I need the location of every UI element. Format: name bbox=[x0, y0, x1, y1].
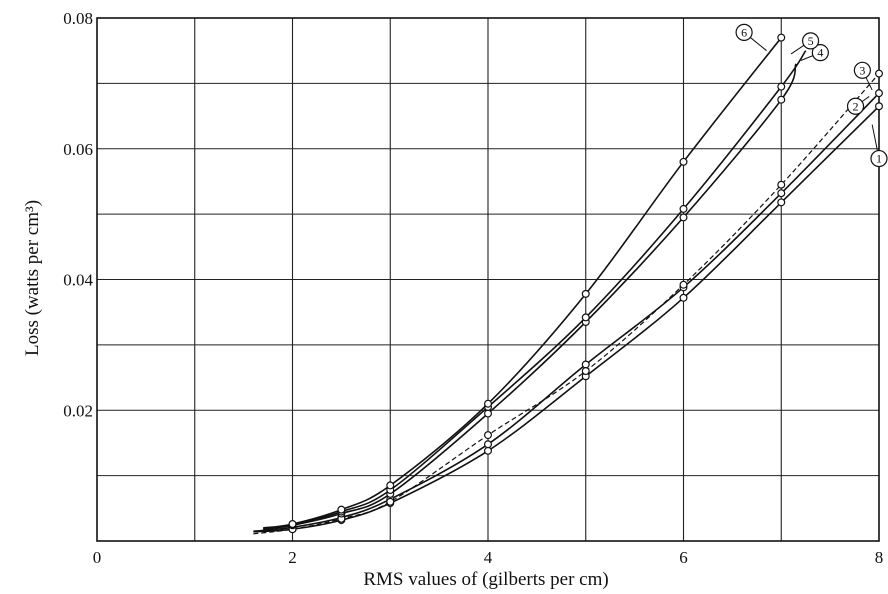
x-tick-label: 4 bbox=[484, 548, 493, 567]
data-point-5 bbox=[581, 313, 590, 322]
data-point-3 bbox=[484, 431, 493, 440]
data-point-6 bbox=[484, 399, 493, 408]
data-point-6 bbox=[581, 289, 590, 298]
series-line-1 bbox=[253, 105, 880, 533]
data-point-1 bbox=[874, 102, 883, 111]
label-circle bbox=[870, 149, 888, 168]
label-number: 5 bbox=[808, 34, 814, 48]
x-tick-label: 6 bbox=[679, 548, 688, 567]
x-axis-title: RMS values of (gilberts per cm) bbox=[363, 569, 608, 590]
plot-frame bbox=[96, 17, 880, 542]
data-point-3 bbox=[679, 280, 688, 289]
series-5 bbox=[263, 50, 807, 530]
data-point-2 bbox=[777, 189, 786, 198]
y-axis-title: Loss (watts per cm³) bbox=[22, 200, 43, 356]
label-number: 6 bbox=[741, 25, 747, 39]
data-point-6 bbox=[337, 505, 346, 514]
data-point-2 bbox=[581, 360, 590, 369]
data-point-4 bbox=[777, 95, 786, 104]
y-tick-label: 0.04 bbox=[63, 271, 93, 290]
label-circle bbox=[735, 23, 753, 41]
data-point-2 bbox=[874, 89, 883, 98]
curve-label-4: 4 bbox=[800, 44, 829, 62]
data-point-6 bbox=[386, 481, 395, 490]
leader-line bbox=[865, 77, 873, 91]
data-point-6 bbox=[679, 157, 688, 166]
series-3 bbox=[253, 69, 883, 535]
series-line-5 bbox=[263, 50, 807, 530]
data-point-4 bbox=[484, 409, 493, 418]
data-point-1 bbox=[484, 446, 493, 455]
x-tick-label: 8 bbox=[875, 548, 884, 567]
leader-line bbox=[871, 124, 878, 151]
curve-labels: 1 2 3 45 6 bbox=[735, 23, 888, 168]
series-line-2 bbox=[253, 92, 880, 532]
series-line-4 bbox=[263, 63, 797, 530]
leader-line bbox=[790, 44, 805, 55]
plot-border bbox=[96, 17, 880, 542]
leader-line bbox=[749, 37, 767, 52]
data-point-2 bbox=[484, 440, 493, 449]
curve-label-1: 1 bbox=[870, 124, 888, 168]
data-point-3 bbox=[386, 497, 395, 506]
data-point-6 bbox=[777, 33, 786, 42]
label-number: 3 bbox=[859, 63, 865, 77]
grid bbox=[97, 18, 879, 541]
data-point-1 bbox=[777, 198, 786, 207]
series-layer bbox=[253, 33, 883, 535]
curve-label-5: 5 bbox=[790, 32, 820, 55]
series-1 bbox=[253, 102, 883, 534]
data-point-5 bbox=[777, 82, 786, 91]
series-6 bbox=[263, 33, 786, 529]
x-tick-label: 2 bbox=[288, 548, 297, 567]
tick-labels: 0 2 4 6 8 0.02 0.04 0.06 0.08 bbox=[63, 9, 883, 567]
curve-label-3: 3 bbox=[853, 61, 873, 91]
y-tick-label: 0.02 bbox=[63, 401, 93, 420]
data-point-4 bbox=[679, 213, 688, 222]
data-point-5 bbox=[679, 204, 688, 213]
data-point-6 bbox=[288, 520, 297, 529]
label-number: 1 bbox=[876, 152, 882, 166]
y-tick-label: 0.06 bbox=[63, 140, 93, 159]
series-line-3 bbox=[253, 73, 880, 535]
label-circle bbox=[853, 61, 871, 79]
curve-label-6: 6 bbox=[735, 23, 767, 52]
label-number: 4 bbox=[817, 46, 823, 60]
leader-line bbox=[800, 55, 814, 61]
data-point-3 bbox=[581, 367, 590, 376]
label-circle bbox=[846, 97, 865, 115]
label-circle bbox=[811, 44, 829, 62]
series-4 bbox=[263, 63, 797, 530]
x-tick-label: 0 bbox=[93, 548, 102, 567]
series-line-6 bbox=[263, 37, 782, 529]
series-2 bbox=[253, 89, 883, 532]
data-point-3 bbox=[874, 69, 883, 78]
data-point-1 bbox=[679, 293, 688, 302]
data-point-3 bbox=[777, 180, 786, 189]
curve-label-2: 2 bbox=[846, 96, 870, 115]
y-tick-label: 0.08 bbox=[63, 9, 93, 28]
leader-line bbox=[861, 96, 870, 103]
label-number: 2 bbox=[853, 99, 859, 113]
label-circle bbox=[801, 32, 820, 50]
